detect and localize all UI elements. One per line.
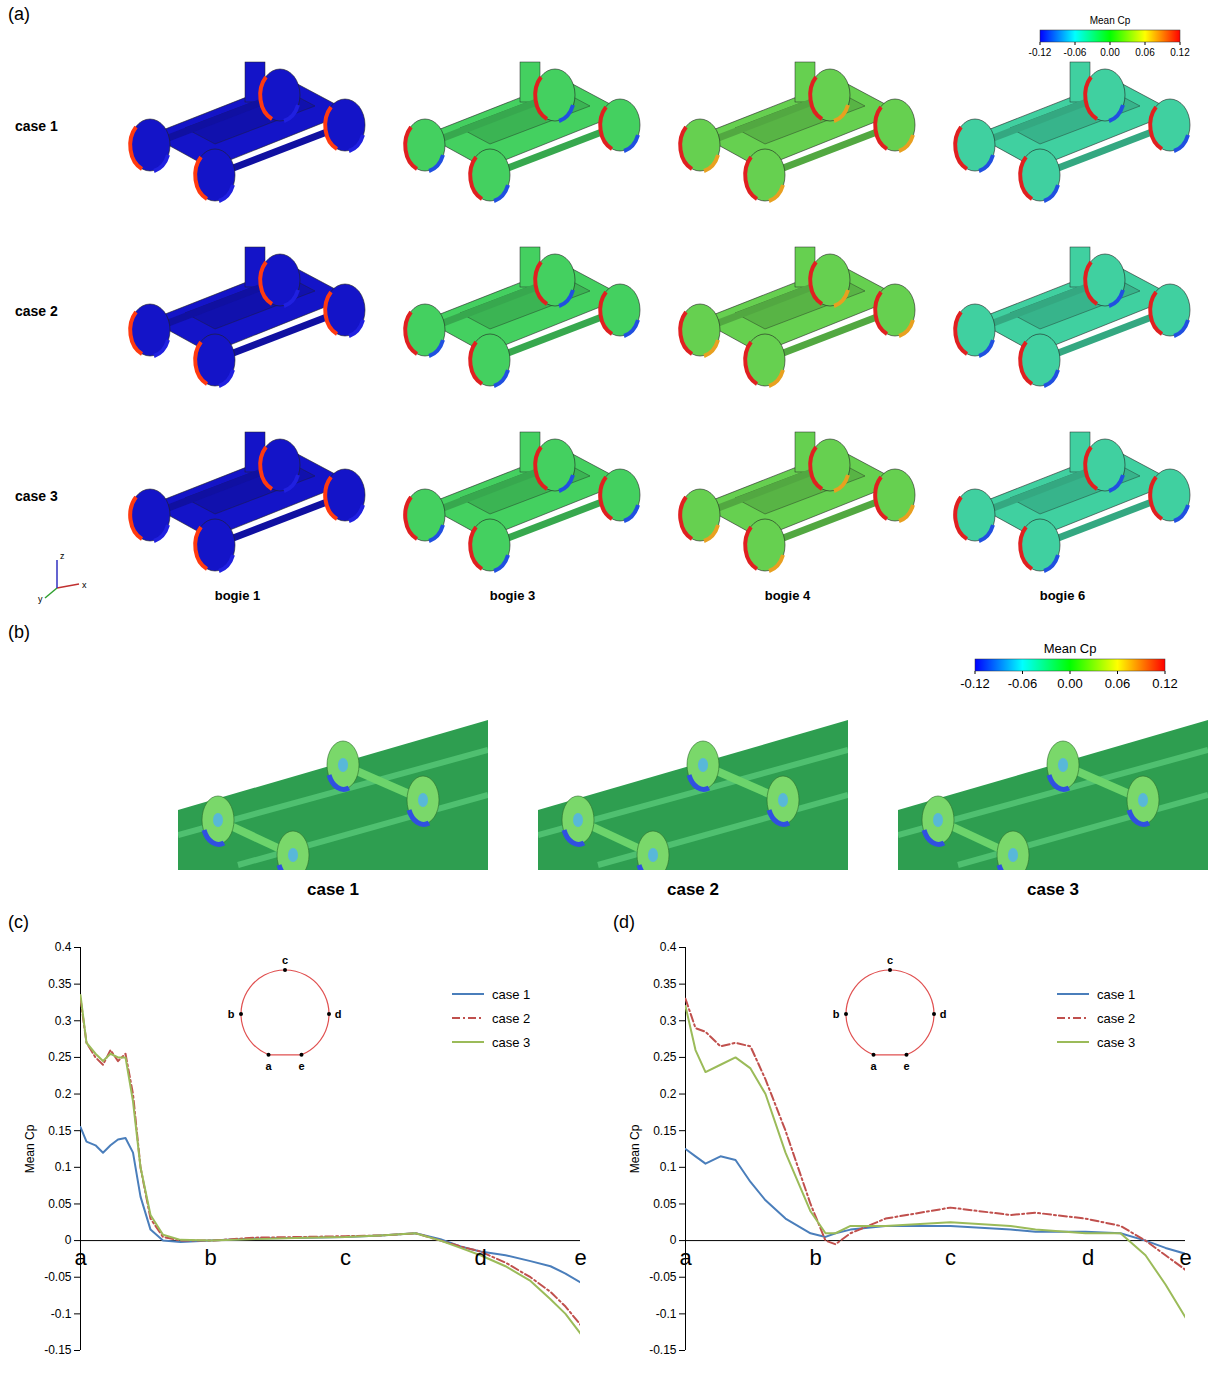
svg-text:0.2: 0.2 [55,1087,72,1101]
svg-text:0.05: 0.05 [653,1197,677,1211]
html-text:case 1: case 1 [307,880,359,899]
svg-text:x: x [82,580,87,590]
svg-text:0.05: 0.05 [48,1197,72,1211]
svg-text:0.00: 0.00 [1100,47,1120,58]
svg-text:b: b [833,1008,840,1020]
svg-text:-0.1: -0.1 [656,1307,677,1321]
html-text:(d): (d) [613,912,635,932]
svg-text:-0.06: -0.06 [1064,47,1087,58]
svg-text:0.15: 0.15 [653,1124,677,1138]
html-text:case 2: case 2 [15,303,58,319]
svg-text:0.3: 0.3 [55,1014,72,1028]
svg-text:b: b [809,1245,821,1270]
svg-text:a: a [870,1060,877,1072]
svg-text:a: a [74,1245,87,1270]
svg-text:0.25: 0.25 [653,1050,677,1064]
svg-text:0.00: 0.00 [1057,676,1082,691]
svg-text:-0.15: -0.15 [649,1343,677,1357]
html-text:case 1: case 1 [15,118,58,134]
svg-text:Mean Cp: Mean Cp [23,1124,37,1173]
html-text:(c): (c) [8,912,29,932]
svg-text:0: 0 [670,1233,677,1247]
svg-text:0.35: 0.35 [48,977,72,991]
svg-text:0.12: 0.12 [1152,676,1177,691]
svg-text:e: e [574,1245,586,1270]
svg-text:c: c [887,954,893,966]
html-text:case 2: case 2 [492,1010,531,1026]
html-text:bogie 6: bogie 6 [1039,588,1086,603]
html-text:case 2: case 2 [1097,1010,1136,1026]
html-text:case 3: case 3 [1097,1034,1136,1050]
svg-text:a: a [679,1245,692,1270]
svg-text:-0.15: -0.15 [44,1343,72,1357]
svg-text:-0.1: -0.1 [51,1307,72,1321]
html-text:(b): (b) [8,622,30,642]
svg-text:-0.05: -0.05 [44,1270,72,1284]
svg-text:0.4: 0.4 [660,940,677,954]
svg-text:0.1: 0.1 [660,1160,677,1174]
svg-text:0.3: 0.3 [660,1014,677,1028]
svg-text:-0.06: -0.06 [1008,676,1038,691]
svg-text:c: c [340,1245,351,1270]
svg-text:z: z [60,551,65,561]
html-text:case 1: case 1 [1097,986,1136,1002]
html-text:case 3: case 3 [492,1034,531,1050]
svg-text:e: e [1179,1245,1191,1270]
svg-text:Mean Cp: Mean Cp [1090,15,1131,26]
svg-text:d: d [940,1008,947,1020]
html-text:bogie 3: bogie 3 [489,588,536,603]
svg-text:e: e [298,1060,304,1072]
svg-text:0.4: 0.4 [55,940,72,954]
svg-text:d: d [474,1245,486,1270]
svg-text:Mean Cp: Mean Cp [1044,641,1097,656]
html-text:bogie 4: bogie 4 [764,588,811,603]
html-text:case 3: case 3 [15,488,58,504]
svg-text:0.2: 0.2 [660,1087,677,1101]
svg-text:-0.05: -0.05 [649,1270,677,1284]
svg-text:b: b [228,1008,235,1020]
svg-text:0.25: 0.25 [48,1050,72,1064]
svg-text:e: e [903,1060,909,1072]
svg-text:0: 0 [65,1233,72,1247]
svg-text:-0.12: -0.12 [1029,47,1052,58]
svg-text:b: b [204,1245,216,1270]
svg-text:d: d [335,1008,342,1020]
html-text:case 2: case 2 [667,880,719,899]
svg-text:Mean Cp: Mean Cp [628,1124,642,1173]
svg-text:d: d [1082,1245,1094,1270]
svg-text:0.06: 0.06 [1105,676,1130,691]
html-text:case 3: case 3 [1027,880,1079,899]
svg-text:0.35: 0.35 [653,977,677,991]
svg-text:0.06: 0.06 [1135,47,1155,58]
svg-text:c: c [282,954,288,966]
html-text:case 1: case 1 [492,986,531,1002]
svg-text:0.15: 0.15 [48,1124,72,1138]
svg-text:a: a [265,1060,272,1072]
html-text:bogie 1: bogie 1 [214,588,261,603]
svg-text:y: y [38,594,43,604]
html-text:(a): (a) [8,4,30,24]
svg-text:-0.12: -0.12 [960,676,990,691]
svg-text:0.12: 0.12 [1170,47,1190,58]
svg-text:0.1: 0.1 [55,1160,72,1174]
svg-text:c: c [945,1245,956,1270]
